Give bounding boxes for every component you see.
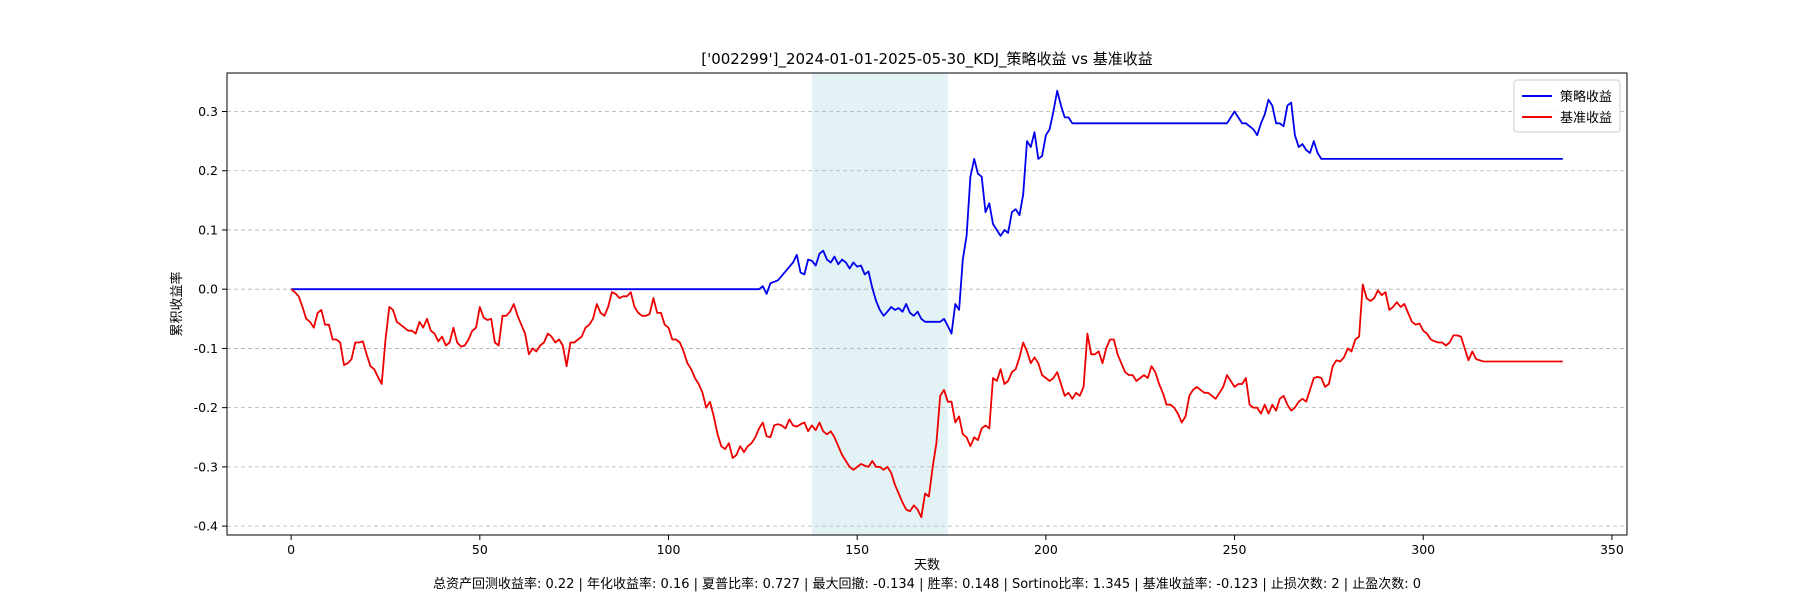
x-tick-label-1: 50 [472, 542, 488, 557]
y-axis-label: 累积收益率 [169, 271, 185, 336]
legend-label-strategy: 策略收益 [1560, 89, 1612, 105]
footer-stats: 总资产回测收益率: 0.22 | 年化收益率: 0.16 | 夏普比率: 0.7… [433, 576, 1421, 592]
series-line-1 [290, 283, 1563, 519]
series-layer [290, 89, 1563, 519]
legend: 策略收益 基准收益 [1513, 79, 1621, 133]
legend-label-benchmark: 基准收益 [1560, 111, 1612, 126]
y-tick-label-5: 0.1 [198, 222, 218, 237]
x-tick-label-7: 350 [1600, 542, 1624, 557]
shaded-region-layer [811, 73, 948, 535]
x-tick-label-2: 100 [657, 542, 681, 557]
x-tick-label-5: 250 [1223, 542, 1247, 557]
x-tick-label-0: 0 [287, 542, 295, 557]
y-tick-label-3: -0.1 [194, 341, 218, 356]
y-tick-label-2: -0.2 [194, 400, 218, 415]
y-tick-label-1: -0.3 [194, 459, 218, 474]
y-tick-label-7: 0.3 [198, 104, 218, 119]
tick-layer: 0 50 100 150 200 250 300 350 -0.4 -0.3 -0.2 -0.1 0.0… [194, 104, 1624, 557]
legend-box [1513, 79, 1621, 133]
x-axis-label: 天数 [914, 558, 940, 573]
chart-title: ['002299']_2024-01-01-2025-05-30_KDJ_策略收… [701, 50, 1153, 69]
x-tick-label-4: 200 [1034, 542, 1058, 557]
x-tick-label-6: 300 [1411, 542, 1435, 557]
y-tick-label-4: 0.0 [198, 282, 218, 297]
y-tick-label-6: 0.2 [198, 163, 218, 178]
shaded-region [811, 73, 948, 535]
x-tick-label-3: 150 [845, 542, 869, 557]
plot-frame [226, 72, 1628, 536]
series-line-0 [291, 89, 1563, 335]
y-tick-label-0: -0.4 [194, 519, 218, 534]
